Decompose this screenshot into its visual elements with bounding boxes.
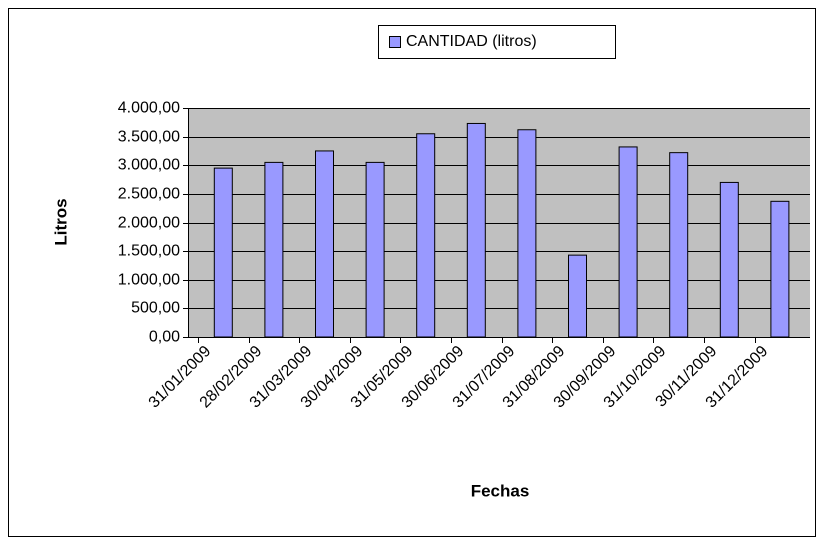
bar xyxy=(517,129,537,338)
bar xyxy=(416,133,436,338)
bar xyxy=(719,181,739,338)
bar xyxy=(213,167,233,338)
x-axis-title: Fechas xyxy=(471,481,530,500)
bar xyxy=(466,122,486,338)
y-axis-title: Litros xyxy=(51,198,70,245)
y-tick-label: 500,00 xyxy=(131,300,180,317)
legend-label: CANTIDAD (litros) xyxy=(406,33,537,50)
bar xyxy=(568,254,587,338)
y-tick-label: 3.000,00 xyxy=(118,157,180,174)
plot-area xyxy=(188,108,810,337)
y-tick-label: 3.500,00 xyxy=(118,129,180,146)
bar xyxy=(365,161,385,338)
y-tick-label: 1.000,00 xyxy=(118,272,180,289)
y-tick-label: 4.000,00 xyxy=(118,100,180,117)
y-tick-label: 1.500,00 xyxy=(118,243,180,260)
bar xyxy=(618,146,638,338)
bar xyxy=(770,200,790,338)
bar xyxy=(669,152,689,338)
bar xyxy=(264,161,284,338)
legend xyxy=(378,25,616,59)
legend-swatch xyxy=(389,36,401,48)
y-tick-label: 2.000,00 xyxy=(118,215,180,232)
y-tick-label: 2.500,00 xyxy=(118,186,180,203)
bar xyxy=(315,150,334,338)
y-tick-label: 0,00 xyxy=(149,329,180,346)
